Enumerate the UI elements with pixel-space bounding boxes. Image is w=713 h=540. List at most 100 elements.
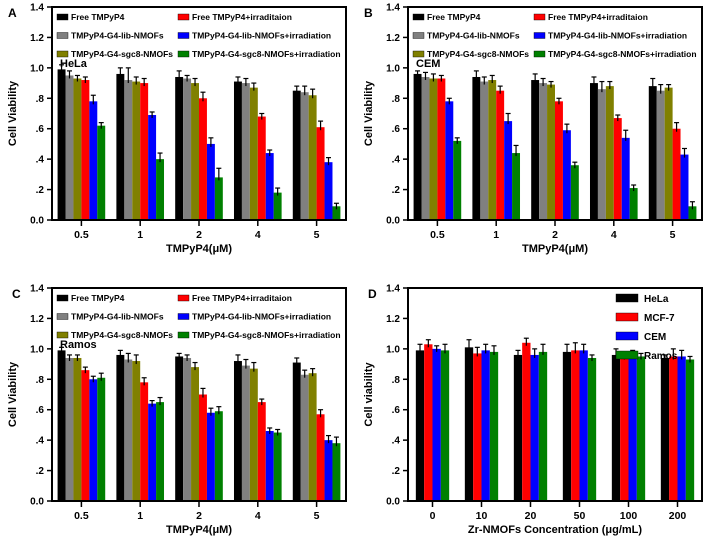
- y-tick-label: 1.0: [386, 63, 400, 74]
- legend-swatch: [177, 50, 190, 58]
- x-axis-label: TMPyP4(μM): [522, 243, 588, 255]
- bar: [191, 367, 199, 502]
- bar: [316, 414, 325, 502]
- bar: [628, 353, 637, 502]
- bar: [522, 342, 531, 502]
- y-tick-label: 1.4: [386, 3, 400, 14]
- bar: [605, 86, 614, 221]
- bar: [571, 350, 580, 502]
- x-tick-label: 4: [611, 229, 617, 241]
- y-tick-label: 1.4: [30, 3, 44, 14]
- legend-swatch: [177, 294, 190, 302]
- legend-label: TMPyP4-G4-sgc8-NMOFs+irradiation: [548, 49, 697, 59]
- bar: [413, 73, 422, 221]
- bar: [300, 374, 309, 502]
- panel-letter: C: [12, 287, 21, 301]
- bar: [132, 81, 141, 221]
- legend-label: TMPyP4-G4-sgc8-NMOFs+irradiation: [192, 330, 341, 340]
- bar: [300, 92, 309, 221]
- y-axis-label: Cell Viability: [7, 361, 19, 427]
- x-tick-label: 0.5: [74, 229, 89, 241]
- bar: [124, 359, 133, 502]
- y-tick-label: 1.4: [30, 284, 44, 295]
- x-tick-label: 100: [620, 510, 638, 522]
- y-tick-label: 1.2: [386, 33, 400, 44]
- bar: [65, 75, 74, 221]
- legend-swatch: [615, 331, 639, 341]
- bar: [621, 137, 630, 221]
- y-tick-label: .2: [392, 185, 401, 196]
- bar: [496, 90, 505, 221]
- panel-d-chart: 0.0 .2 .4 .6 .8 1.0 1.2 1.4 0 10 20 50 100 200 Zr-NMOF…: [356, 270, 713, 540]
- bar: [57, 350, 66, 502]
- bar: [308, 95, 317, 221]
- bar: [214, 411, 223, 502]
- y-tick-label: 0.0: [386, 497, 400, 508]
- y-tick-label: .4: [392, 436, 401, 447]
- bar: [140, 83, 149, 221]
- y-tick-label: .2: [392, 466, 401, 477]
- bar: [257, 116, 266, 221]
- bar: [273, 432, 282, 502]
- cell-line-label: CEM: [416, 58, 440, 70]
- legend-swatch: [56, 32, 69, 39]
- plot-border: [51, 287, 347, 502]
- x-tick-label: 0.5: [430, 229, 445, 241]
- legend-swatch: [56, 331, 69, 339]
- y-tick-label: .4: [392, 155, 401, 166]
- bar: [249, 87, 258, 221]
- plot-border: [407, 6, 703, 221]
- legend-label: TMPyP4-G4-lib-NMOFs+irradiation: [192, 312, 331, 322]
- bar: [597, 89, 606, 222]
- x-tick-label: 2: [196, 229, 202, 241]
- y-tick-label: .8: [36, 375, 45, 386]
- bar: [316, 127, 325, 221]
- y-axis-label: Cell viability: [363, 362, 375, 427]
- legend-swatch: [412, 50, 425, 58]
- legend-label: Free TMPyP4+irraditaion: [192, 293, 292, 303]
- x-tick-label: 2: [196, 510, 202, 522]
- y-tick-label: .8: [36, 94, 45, 105]
- bar: [199, 98, 207, 221]
- plot-border: [407, 287, 703, 502]
- legend-label: TMPyP4-G4-lib-NMOFs: [71, 31, 164, 41]
- bar: [504, 121, 513, 221]
- y-tick-label: .8: [392, 94, 401, 105]
- bar: [513, 354, 523, 502]
- panel-letter: A: [8, 6, 17, 20]
- legend-label: Free TMPyP4: [427, 12, 481, 22]
- bar: [324, 162, 333, 221]
- y-tick-label: .2: [36, 185, 45, 196]
- legend-label: TMPyP4-G4-lib-NMOFs: [427, 31, 520, 41]
- bar: [472, 76, 481, 221]
- legend-swatch: [533, 50, 546, 58]
- bar: [587, 357, 597, 502]
- bar: [308, 373, 317, 502]
- legend-swatch: [615, 293, 639, 303]
- bar: [530, 354, 539, 502]
- y-tick-label: .2: [36, 466, 45, 477]
- bar: [132, 361, 141, 502]
- legend-swatch: [56, 50, 69, 58]
- bar: [199, 394, 207, 502]
- x-tick-label: 0: [430, 510, 436, 522]
- bar: [421, 76, 430, 221]
- cell-line-label: HeLa: [60, 58, 88, 70]
- x-axis-label: TMPyP4(μM): [166, 524, 232, 536]
- legend-swatch: [56, 13, 69, 21]
- x-tick-label: 1: [137, 229, 143, 241]
- bar: [332, 443, 341, 502]
- bar: [206, 412, 215, 502]
- legend-swatch: [615, 312, 639, 322]
- legend-swatch: [177, 32, 190, 39]
- legend-label: TMPyP4-G4-sgc8-NMOFs+irradiation: [192, 49, 341, 59]
- x-axis-label: Zr-NMOFs Concentration (μg/mL): [468, 524, 643, 536]
- bar: [183, 78, 192, 221]
- bar: [656, 90, 665, 221]
- bar: [214, 177, 223, 221]
- bar: [688, 206, 697, 221]
- x-tick-label: 5: [314, 229, 320, 241]
- legend-label: Free TMPyP4+irraditaion: [192, 12, 292, 22]
- y-tick-label: 1.4: [386, 284, 400, 295]
- legend-swatch: [177, 13, 190, 21]
